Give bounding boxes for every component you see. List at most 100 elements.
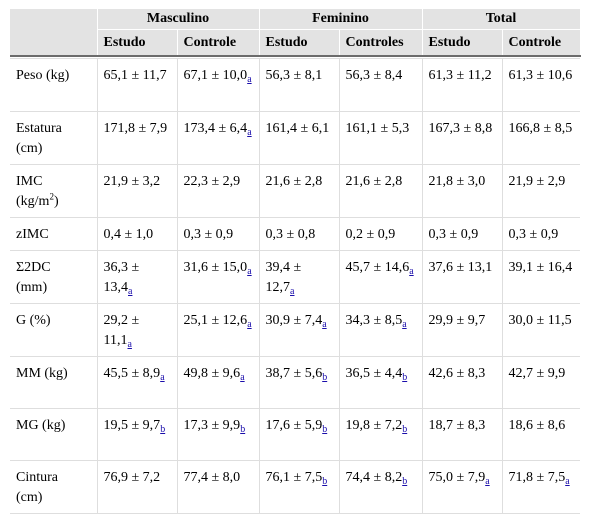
cell-value: 56,3 ± 8,4 <box>345 68 403 83</box>
footnote-link[interactable]: a <box>247 319 252 330</box>
table-cell: 0,3 ± 0,9 <box>502 217 581 251</box>
group-header-total: Total <box>422 9 581 30</box>
footnote-link[interactable]: a <box>247 266 252 277</box>
cell-value: 0,3 ± 0,9 <box>183 227 234 242</box>
footnote-link[interactable]: b <box>322 476 328 487</box>
footnote-link[interactable]: a <box>402 319 407 330</box>
table-cell: 19,8 ± 7,2b <box>339 408 423 461</box>
cell-value: 30,0 ± 11,5 <box>508 313 572 328</box>
table-cell: 21,8 ± 3,0 <box>422 164 503 218</box>
footnote-link[interactable]: a <box>127 339 132 350</box>
table-cell: 39,1 ± 16,4 <box>502 250 581 304</box>
cell-value: 161,4 ± 6,1 <box>265 121 330 136</box>
table-cell: 56,3 ± 8,4 <box>339 58 423 112</box>
table-row: Σ2DC (mm) 36,3 ± 13,4a 31,6 ± 15,0a 39,4 ± 1… <box>10 250 581 304</box>
footnote-link[interactable]: a <box>240 372 245 383</box>
table-cell: 166,8 ± 8,5 <box>502 111 581 165</box>
row-label: Σ2DC (mm) <box>10 250 98 304</box>
footnote-link[interactable]: b <box>160 424 166 435</box>
table-cell: 31,6 ± 15,0a <box>177 250 260 304</box>
cell-value: 17,3 ± 9,9 <box>183 418 241 433</box>
footnote-link[interactable]: a <box>485 476 490 487</box>
table-row: zIMC 0,4 ± 1,0 0,3 ± 0,9 0,3 ± 0,8 0,2 ± 0,9… <box>10 217 581 251</box>
footnote-link[interactable]: a <box>247 74 252 85</box>
table-cell: 21,9 ± 2,9 <box>502 164 581 218</box>
row-label-text: MM (kg) <box>16 366 68 381</box>
cell-value: 17,6 ± 5,9 <box>265 418 323 433</box>
table-cell: 0,4 ± 1,0 <box>97 217 178 251</box>
footnote-link[interactable]: a <box>128 286 133 297</box>
cell-value: 21,6 ± 2,8 <box>345 174 403 189</box>
footnote-link[interactable]: a <box>409 266 414 277</box>
subheader-feminino-estudo: Estudo <box>259 29 340 56</box>
footnote-link[interactable]: a <box>247 127 252 138</box>
table-cell: 37,6 ± 13,1 <box>422 250 503 304</box>
cell-value: 75,0 ± 7,9 <box>428 470 486 485</box>
cell-value: 0,3 ± 0,8 <box>265 227 316 242</box>
cell-value: 0,2 ± 0,9 <box>345 227 396 242</box>
row-label: Cintura (cm) <box>10 460 98 514</box>
table-cell: 75,0 ± 7,9a <box>422 460 503 514</box>
header-corner <box>10 9 98 30</box>
footnote-link[interactable]: b <box>322 372 328 383</box>
cell-value: 67,1 ± 10,0 <box>183 68 248 83</box>
table-cell: 67,1 ± 10,0a <box>177 58 260 112</box>
cell-value: 39,4 ± 12,7 <box>265 260 302 295</box>
cell-value: 37,6 ± 13,1 <box>428 260 493 275</box>
footnote-link[interactable]: b <box>402 424 408 435</box>
table-cell: 17,3 ± 9,9b <box>177 408 260 461</box>
table-cell: 76,9 ± 7,2 <box>97 460 178 514</box>
subheader-total-estudo: Estudo <box>422 29 503 56</box>
row-label: MM (kg) <box>10 356 98 409</box>
table-cell: 34,3 ± 8,5a <box>339 303 423 357</box>
table-cell: 171,8 ± 7,9 <box>97 111 178 165</box>
footnote-link[interactable]: a <box>322 319 327 330</box>
group-header-masculino: Masculino <box>97 9 260 30</box>
table-row: Estatura (cm) 171,8 ± 7,9 173,4 ± 6,4a 161,4… <box>10 111 581 165</box>
table-cell: 29,2 ± 11,1a <box>97 303 178 357</box>
footnote-link[interactable]: b <box>240 424 246 435</box>
table-cell: 21,9 ± 3,2 <box>97 164 178 218</box>
row-label-unit: (cm) <box>16 490 43 505</box>
cell-value: 42,7 ± 9,9 <box>508 366 566 381</box>
footnote-link[interactable]: a <box>290 286 295 297</box>
table-cell: 71,8 ± 7,5a <box>502 460 581 514</box>
cell-value: 171,8 ± 7,9 <box>103 121 168 136</box>
row-label-text: zIMC <box>16 227 49 242</box>
footnote-link[interactable]: b <box>402 476 408 487</box>
table-cell: 21,6 ± 2,8 <box>259 164 340 218</box>
cell-value: 21,9 ± 2,9 <box>508 174 566 189</box>
cell-value: 36,3 ± 13,4 <box>103 260 140 295</box>
cell-value: 19,8 ± 7,2 <box>345 418 403 433</box>
subheader-feminino-controles: Controles <box>339 29 423 56</box>
cell-value: 56,3 ± 8,1 <box>265 68 323 83</box>
footnote-link[interactable]: a <box>565 476 570 487</box>
group-header-feminino: Feminino <box>259 9 423 30</box>
table-cell: 173,4 ± 6,4a <box>177 111 260 165</box>
cell-value: 76,1 ± 7,5 <box>265 470 323 485</box>
cell-value: 0,3 ± 0,9 <box>508 227 559 242</box>
row-label-text: Peso (kg) <box>16 68 70 83</box>
table-row: Peso (kg) 65,1 ± 11,7 67,1 ± 10,0a 56,3 ± 8… <box>10 58 581 112</box>
table-cell: 0,2 ± 0,9 <box>339 217 423 251</box>
cell-value: 0,4 ± 1,0 <box>103 227 154 242</box>
row-label: IMC (kg/m2) <box>10 164 98 218</box>
table-row: G (%) 29,2 ± 11,1a 25,1 ± 12,6a 30,9 ± 7,4a… <box>10 303 581 357</box>
anthropometric-table: Masculino Feminino Total Estudo Controle… <box>10 9 581 514</box>
cell-value: 30,9 ± 7,4 <box>265 313 323 328</box>
cell-value: 42,6 ± 8,3 <box>428 366 486 381</box>
footnote-link[interactable]: a <box>160 372 165 383</box>
footnote-link[interactable]: b <box>322 424 328 435</box>
cell-value: 161,1 ± 5,3 <box>345 121 410 136</box>
cell-value: 76,9 ± 7,2 <box>103 470 161 485</box>
table-cell: 17,6 ± 5,9b <box>259 408 340 461</box>
footnote-link[interactable]: b <box>402 372 408 383</box>
cell-value: 36,5 ± 4,4 <box>345 366 403 381</box>
table-cell: 30,0 ± 11,5 <box>502 303 581 357</box>
table-cell: 74,4 ± 8,2b <box>339 460 423 514</box>
unit-superscript: 2 <box>49 191 54 202</box>
subheader-masculino-controle: Controle <box>177 29 260 56</box>
cell-value: 39,1 ± 16,4 <box>508 260 573 275</box>
row-label-unit: (kg/m <box>16 194 50 209</box>
table-cell: 36,3 ± 13,4a <box>97 250 178 304</box>
